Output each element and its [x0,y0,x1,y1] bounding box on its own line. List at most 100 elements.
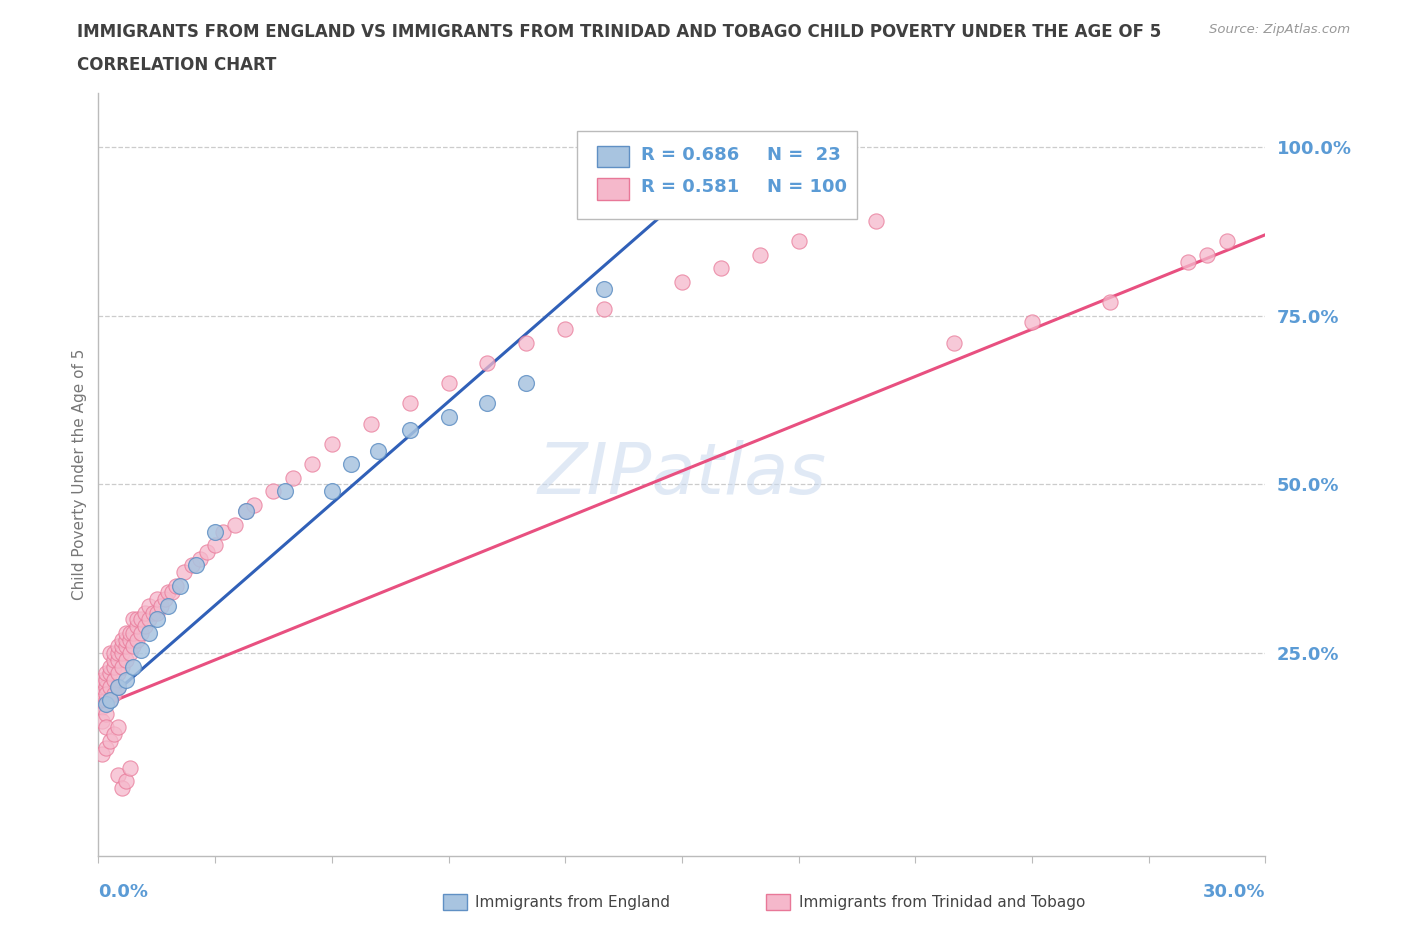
Point [107,645,129,660]
Point [157,585,180,600]
Text: 0.0%: 0.0% [98,883,149,900]
Point [107,767,129,782]
Point [1021,315,1043,330]
Point [91,693,114,708]
Point [1195,247,1218,262]
Point [96,693,118,708]
Point [118,632,141,647]
Point [107,639,129,654]
Point [114,774,136,789]
Point [146,605,169,620]
Text: Source: ZipAtlas.com: Source: ZipAtlas.com [1209,23,1350,36]
Point [274,484,297,498]
Point [103,672,125,687]
Point [107,680,129,695]
Point [224,517,246,532]
Point [235,504,257,519]
Point [114,632,136,647]
Text: 30.0%: 30.0% [1204,883,1265,900]
Point [129,643,152,658]
Point [96,707,118,722]
Point [321,436,343,451]
Point [118,626,141,641]
Point [281,471,304,485]
Point [748,247,770,262]
Point [169,578,191,593]
Point [96,666,118,681]
Point [129,612,152,627]
Point [235,504,257,519]
Point [184,558,207,573]
Point [188,551,211,566]
Point [243,498,266,512]
Point [138,612,160,627]
Point [138,626,160,641]
Point [98,680,121,695]
Point [1177,254,1199,269]
FancyBboxPatch shape [576,131,858,219]
Point [398,396,420,411]
Point [146,591,169,606]
Point [165,578,187,593]
Point [367,444,389,458]
Point [477,396,499,411]
Point [157,599,180,614]
Point [114,639,136,654]
Point [114,653,136,668]
Text: ZIPatlas: ZIPatlas [537,440,827,509]
Point [360,417,382,432]
Point [127,618,149,633]
Point [114,672,136,687]
Point [162,585,184,600]
Point [127,612,149,627]
Point [301,457,323,472]
Text: R = 0.686: R = 0.686 [641,146,740,164]
Point [98,666,121,681]
Point [142,605,165,620]
Point [111,639,134,654]
Point [173,565,195,579]
Point [96,697,118,711]
Point [1215,234,1237,249]
Point [107,680,129,695]
Point [111,645,134,660]
Point [91,747,114,762]
Point [107,666,129,681]
Point [98,659,121,674]
Point [204,538,226,552]
Point [98,693,121,708]
Y-axis label: Child Poverty Under the Age of 5: Child Poverty Under the Age of 5 [72,349,87,600]
Point [107,720,129,735]
Point [134,605,156,620]
Point [98,693,121,708]
Point [111,780,134,795]
Point [149,599,172,614]
Point [554,322,576,337]
Point [321,484,343,498]
Point [103,726,125,741]
Point [122,626,145,641]
Point [1098,295,1121,310]
Point [107,653,129,668]
Point [127,632,149,647]
Point [477,355,499,370]
Point [593,301,616,316]
Point [118,645,141,660]
Point [122,612,145,627]
Point [114,626,136,641]
Point [111,632,134,647]
Point [593,281,616,296]
Point [98,734,121,749]
Point [129,626,152,641]
Point [122,659,145,674]
Point [91,713,114,728]
Point [103,645,125,660]
Point [710,261,733,276]
Point [98,645,121,660]
Point [212,525,235,539]
Point [515,335,537,350]
Point [138,599,160,614]
Point [340,457,363,472]
Point [103,686,125,701]
Point [91,686,114,701]
